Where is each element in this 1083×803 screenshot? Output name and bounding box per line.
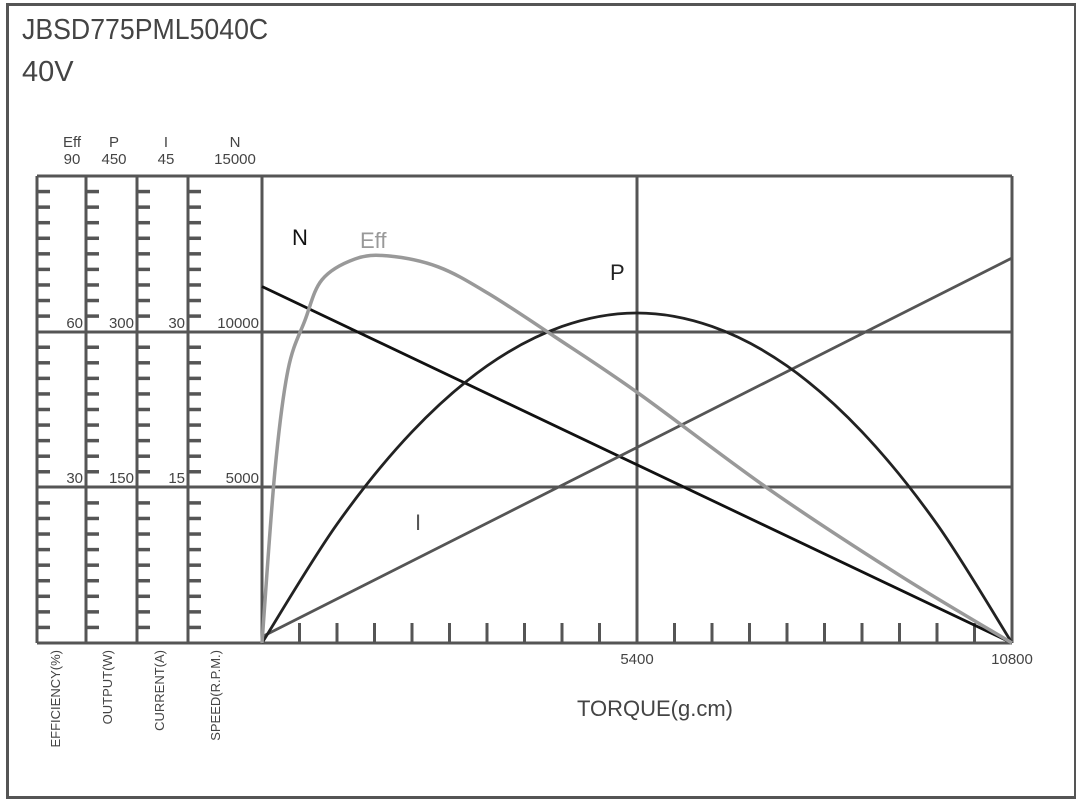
- chart-frame: [6, 3, 1076, 799]
- y-axis-header-eff: Eff: [63, 134, 82, 151]
- series-line-n: [261, 285, 1013, 645]
- x-axis-tick-label: 5400: [620, 651, 653, 668]
- y-axis-header-i: I: [164, 134, 168, 151]
- series-label-eff: Eff: [360, 228, 387, 253]
- y-axis-label-n: SPEED(R.P.M.): [208, 650, 223, 741]
- series-label-p: P: [610, 260, 625, 285]
- chart-title: JBSD775PML5040C: [22, 14, 269, 46]
- y-axis-tick-label: 450: [101, 151, 126, 168]
- y-axis-tick-label: 30: [168, 315, 185, 332]
- y-axis-tick-label: 30: [66, 470, 83, 487]
- y-axis-tick-label: 90: [64, 151, 81, 168]
- y-axis-tick-label: 45: [158, 151, 175, 168]
- series-label-i: I: [415, 510, 421, 535]
- y-axis-tick-label: 10000: [217, 315, 259, 332]
- y-axis-header-n: N: [230, 134, 241, 151]
- x-axis-label: TORQUE(g.cm): [577, 696, 733, 721]
- y-axis-label-eff: EFFICIENCY(%): [48, 650, 63, 748]
- y-axis-tick-label: 300: [109, 315, 134, 332]
- chart-subtitle: 40V: [22, 56, 74, 88]
- y-axis-header-p: P: [109, 134, 119, 151]
- series-line-p: [260, 311, 1014, 644]
- series-line-eff: [260, 253, 1013, 645]
- y-axis-tick-label: 15000: [214, 151, 256, 168]
- y-axis-tick-label: 60: [66, 315, 83, 332]
- y-axis-tick-label: 150: [109, 470, 134, 487]
- series-line-i: [261, 256, 1013, 639]
- y-axis-tick-label: 5000: [226, 470, 259, 487]
- y-axis-label-p: OUTPUT(W): [100, 650, 115, 724]
- x-axis-tick-label: 10800: [991, 651, 1033, 668]
- series-label-n: N: [292, 225, 308, 250]
- y-axis-tick-label: 15: [168, 470, 185, 487]
- y-axis-label-i: CURRENT(A): [152, 650, 167, 731]
